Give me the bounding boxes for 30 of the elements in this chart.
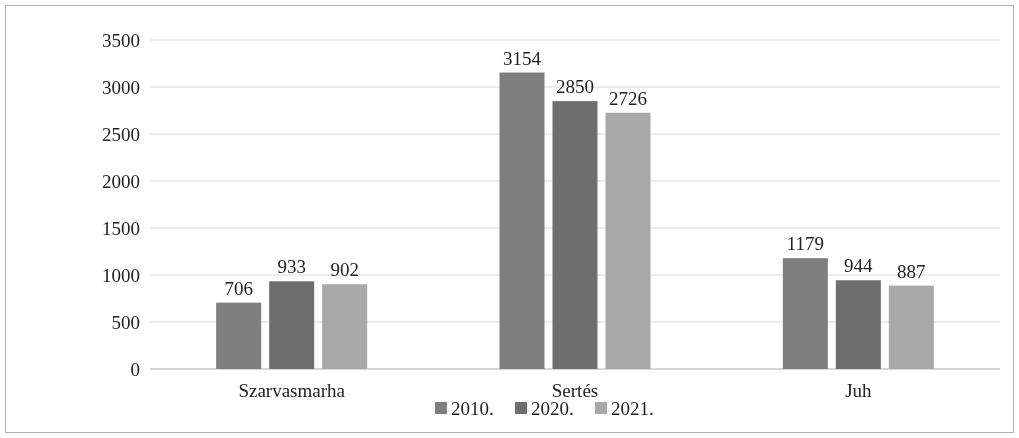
- data-label: 887: [897, 260, 926, 282]
- data-label: 706: [224, 277, 253, 299]
- data-label: 933: [277, 256, 306, 278]
- bar: [605, 112, 651, 369]
- bar: [888, 285, 934, 369]
- bar: [552, 101, 598, 369]
- data-label: 2726: [609, 87, 647, 109]
- data-label: 2850: [556, 76, 594, 98]
- y-tick-label: 3000: [102, 76, 140, 98]
- y-tick-label: 3500: [102, 29, 140, 51]
- bar: [499, 72, 545, 369]
- y-tick-label: 1000: [102, 264, 140, 286]
- bar: [269, 281, 315, 369]
- y-tick-label: 2500: [102, 123, 140, 145]
- data-label: 902: [330, 259, 359, 281]
- data-label: 3154: [503, 47, 542, 69]
- bar: [782, 258, 828, 369]
- legend-label: 2021.: [611, 397, 654, 419]
- bar: [835, 280, 881, 369]
- bar: [216, 302, 262, 369]
- x-tick-label: Juh: [845, 380, 873, 401]
- data-label: 944: [844, 255, 874, 277]
- legend-label: 2010.: [451, 397, 494, 419]
- y-tick-label: 2000: [102, 170, 140, 192]
- data-label: 1179: [786, 233, 824, 255]
- bar: [322, 284, 368, 369]
- y-tick-label: 0: [130, 358, 140, 380]
- y-tick-label: 500: [111, 311, 140, 333]
- x-tick-label: Szarvasmarha: [238, 380, 346, 401]
- y-tick-label: 1500: [102, 217, 140, 239]
